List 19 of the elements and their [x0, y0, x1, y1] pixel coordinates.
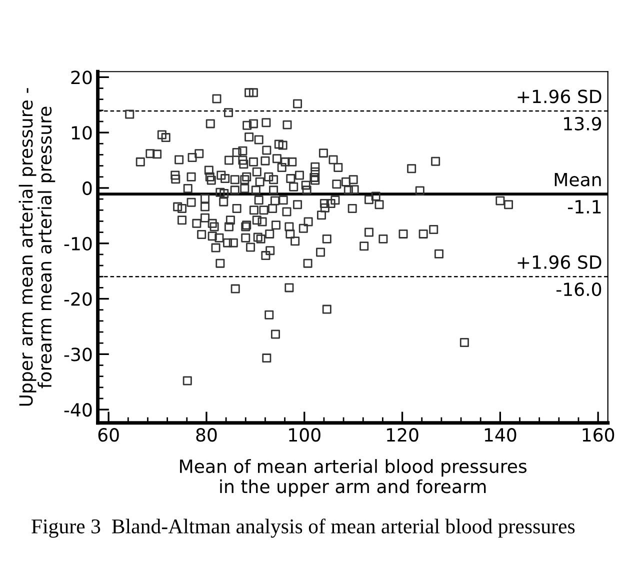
ref-line-label: +1.96 SD -16.0: [518, 255, 602, 296]
y-tick-label: 10: [72, 126, 92, 140]
y-tick-label: 0: [82, 181, 92, 196]
y-tick-label: -30: [64, 348, 92, 362]
x-tick-label: 80: [196, 428, 217, 442]
y-tick-label: -20: [64, 292, 92, 306]
caption: Figure 3 Bland-Altman analysis of mean arterial blood pressures: [32, 518, 575, 538]
y-tick-label: 20: [71, 70, 92, 84]
y-tick-label: -40: [64, 403, 92, 417]
x-axis-title: Mean of mean arterial blood pressures in the upper arm and forearm: [180, 459, 526, 497]
ref-line-label: Mean -1.1: [554, 172, 601, 214]
x-tick-label: 60: [98, 428, 119, 442]
x-tick-label: 120: [387, 428, 418, 442]
y-tick-label: -10: [64, 236, 92, 250]
ref-line-label: +1.96 SD 13.9: [518, 90, 602, 130]
x-tick-label: 140: [484, 428, 516, 442]
x-tick-label: 160: [582, 428, 614, 442]
y-axis-title: Upper arm mean arterial pressure - forearm mean arterial pressure: [18, 88, 56, 406]
x-tick-label: 100: [289, 428, 320, 442]
